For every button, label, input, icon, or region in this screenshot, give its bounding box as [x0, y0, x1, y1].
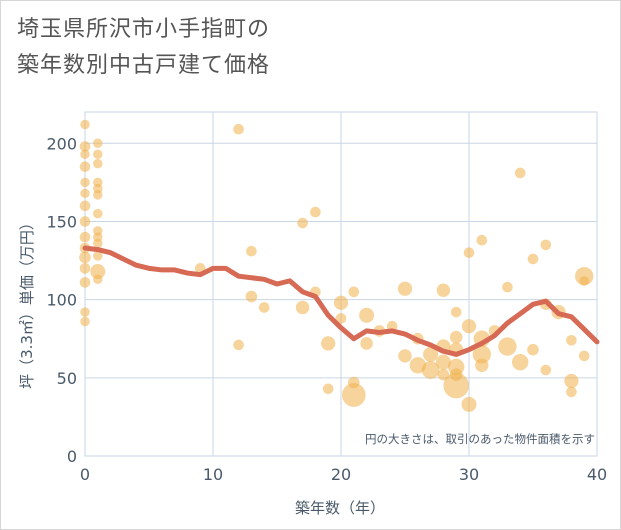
bubble-point	[443, 372, 469, 399]
chart-title-line2: 築年数別中古戸建て価格	[17, 53, 271, 78]
bubble-point	[80, 149, 90, 159]
x-tick-label: 0	[80, 465, 90, 484]
bubble-point	[79, 216, 91, 227]
bubble-point	[540, 239, 552, 251]
bubble-point	[258, 302, 270, 313]
bubble-point	[540, 364, 552, 376]
chart-title: 埼玉県所沢市小手指町の 築年数別中古戸建て価格	[17, 12, 270, 84]
bubble-point	[359, 307, 375, 323]
x-axis-ticks: 0 10 20 30 40	[80, 465, 607, 484]
bubble-point	[80, 316, 90, 327]
bubble-point	[295, 300, 310, 315]
bubble-point	[79, 231, 91, 243]
bubble-point	[80, 188, 90, 199]
bubble-point	[449, 330, 463, 344]
bubble-point	[79, 200, 91, 212]
bubble-point	[360, 337, 373, 350]
bubble-point	[79, 263, 91, 274]
bubble-point	[502, 281, 513, 293]
bubble-point	[335, 313, 347, 324]
bubble-point	[461, 319, 477, 334]
bubble-point	[310, 206, 321, 218]
bubble-point	[321, 336, 336, 351]
x-axis-label: 築年数（年）	[295, 499, 385, 517]
y-tick-label: 200	[46, 134, 77, 153]
bubble-point	[333, 295, 349, 310]
y-tick-label: 100	[46, 291, 77, 310]
bubble-point	[527, 253, 539, 265]
bubble-point	[435, 354, 451, 370]
bubble-point	[436, 283, 451, 297]
bubble-point	[79, 277, 91, 288]
bubble-point	[566, 334, 577, 346]
y-axis-label: 坪（3.3㎡）単価（万円）	[18, 215, 36, 389]
y-axis-ticks: 0 50 100 150 200	[46, 134, 77, 466]
chart-title-line1: 埼玉県所沢市小手指町の	[17, 17, 271, 42]
bubble-point	[461, 396, 477, 412]
bubble-point	[527, 343, 539, 356]
bubble-series	[79, 119, 594, 412]
bubble-point	[93, 138, 103, 149]
bubble-point	[93, 251, 103, 261]
bubble-point	[475, 358, 489, 373]
bubble-point	[93, 274, 103, 285]
bubble-point	[514, 167, 526, 179]
bubble-point	[93, 149, 103, 159]
bubble-point	[566, 386, 577, 398]
bubble-point	[93, 238, 103, 249]
bubble-point	[564, 373, 579, 389]
bubble-point	[322, 383, 334, 395]
bubble-point	[80, 119, 90, 130]
y-tick-label: 0	[67, 447, 77, 466]
bubble-point	[93, 208, 103, 219]
bubble-point	[80, 307, 90, 317]
size-note: 円の大きさは、取引のあった物件面積を示す	[365, 432, 595, 446]
bubble-point	[79, 141, 91, 152]
bubble-point	[397, 281, 413, 296]
bubble-point	[233, 339, 244, 351]
bubble-point	[245, 290, 258, 303]
bubble-point	[297, 217, 308, 229]
x-tick-label: 30	[459, 465, 479, 484]
x-tick-label: 20	[331, 465, 351, 484]
bubble-point	[579, 276, 589, 286]
bubble-point	[421, 361, 440, 379]
x-tick-label: 10	[203, 465, 223, 484]
bubble-point	[398, 349, 412, 363]
bubble-point	[233, 123, 244, 135]
bubble-point	[472, 345, 491, 364]
bubble-point	[450, 306, 462, 318]
bubble-point	[90, 263, 106, 279]
bubble-point	[80, 177, 90, 188]
bubble-point	[341, 383, 366, 407]
bubble-point	[511, 353, 529, 371]
bubble-point	[463, 247, 475, 259]
x-tick-label: 40	[587, 465, 607, 484]
bubble-point	[79, 161, 91, 173]
bubble-point	[246, 245, 257, 257]
bubble-point	[498, 337, 517, 356]
bubble-point	[93, 158, 103, 169]
bubble-point	[348, 286, 360, 298]
bubble-point	[93, 190, 103, 200]
bubble-point	[423, 346, 439, 362]
y-tick-label: 150	[46, 212, 77, 231]
y-tick-label: 50	[57, 369, 77, 388]
bubble-point	[79, 251, 91, 264]
bubble-point	[578, 350, 590, 362]
bubble-point	[476, 234, 488, 246]
grid-lines	[84, 111, 598, 457]
trend-line	[82, 245, 600, 357]
